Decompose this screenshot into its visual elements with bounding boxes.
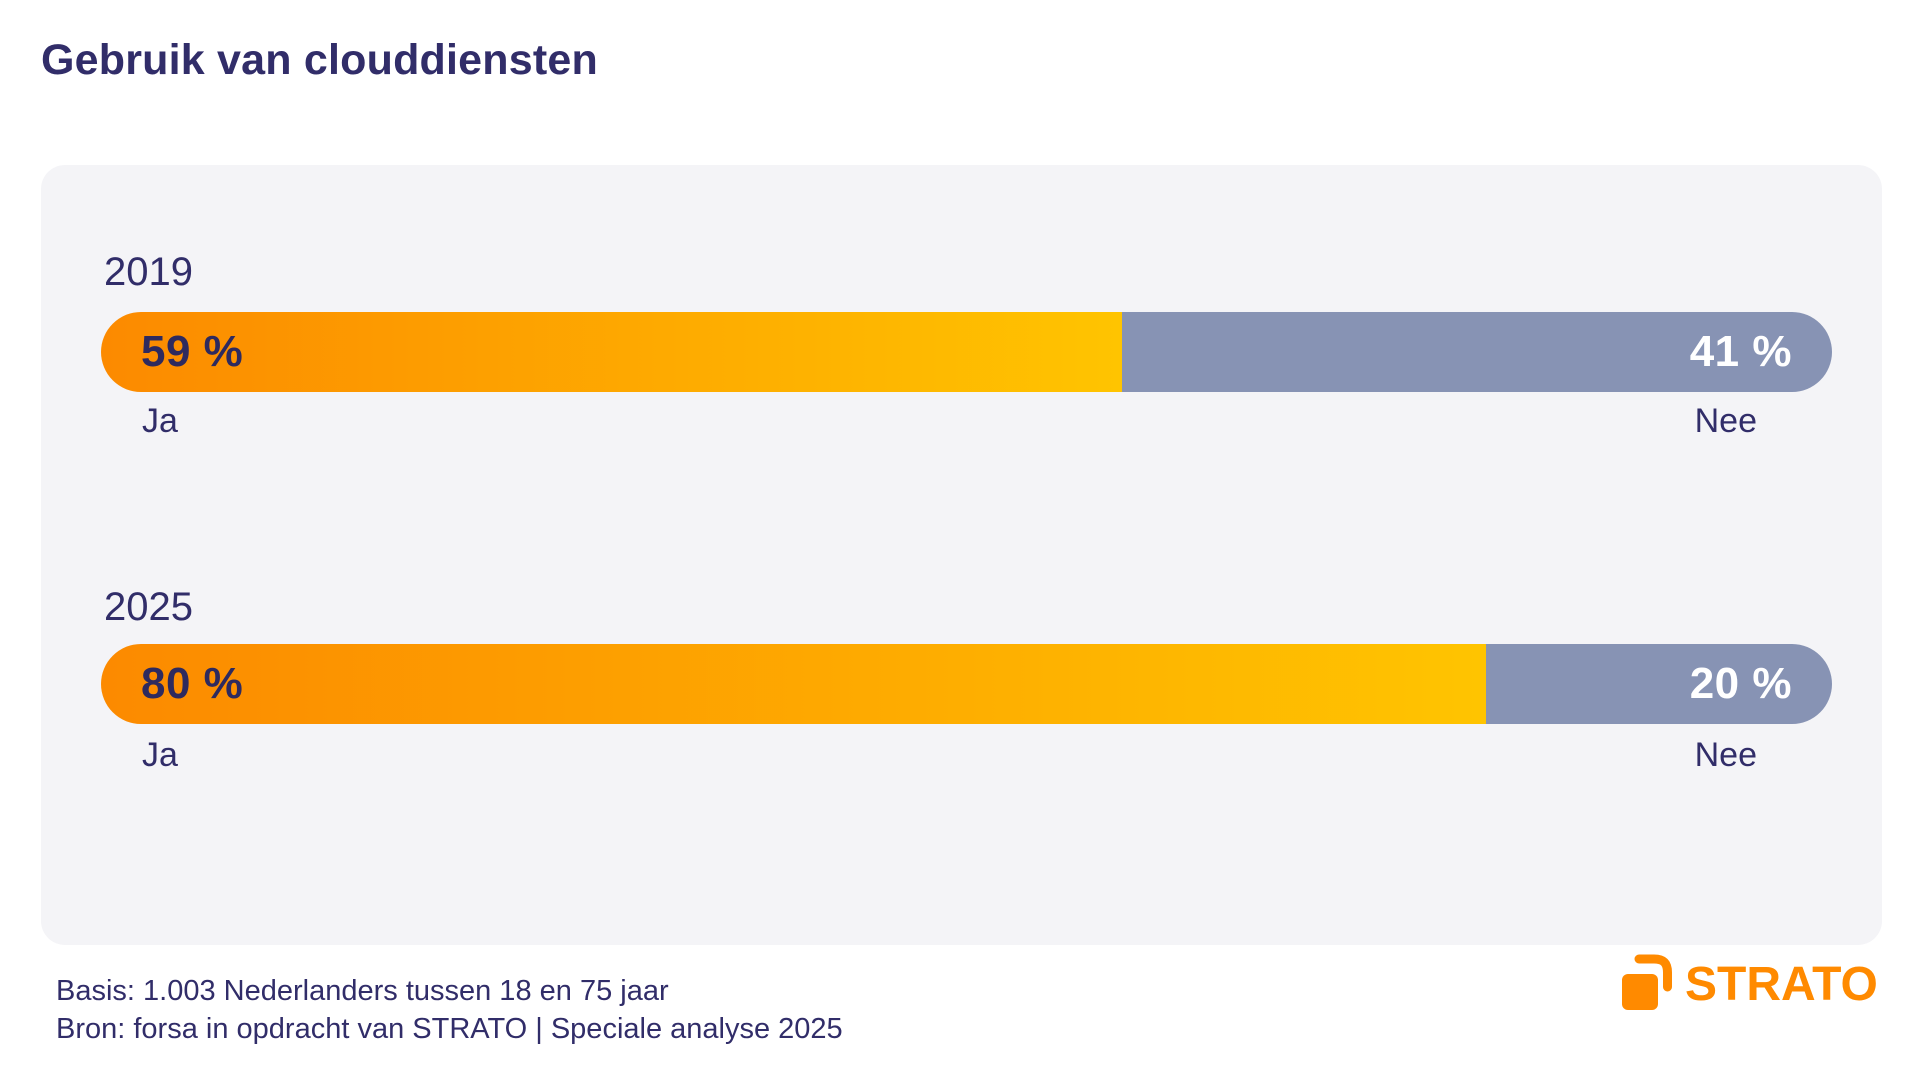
source-note: Basis: 1.003 Nederlanders tussen 18 en 7…	[56, 972, 843, 1048]
strato-wordmark: STRATO	[1685, 958, 1878, 1011]
bar-segment-nee-2025: 20 %	[1485, 644, 1832, 724]
nee-label-2025: Nee	[1694, 736, 1757, 774]
ja-label-2019: Ja	[142, 402, 178, 440]
strato-logo: STRATO	[1622, 952, 1878, 1010]
value-label-nee-2019: 41 %	[1689, 327, 1792, 376]
answer-labels-2025: Ja Nee	[41, 736, 1882, 780]
bar-segment-ja-2025: 80 %	[101, 644, 1486, 724]
nee-label-2019: Nee	[1694, 402, 1757, 440]
value-label-nee-2025: 20 %	[1689, 659, 1792, 708]
bar-segment-nee-2019: 41 %	[1122, 312, 1832, 392]
category-label-2019: 2019	[104, 250, 193, 294]
value-label-ja-2025: 80 %	[141, 659, 244, 708]
basis-line: Basis: 1.003 Nederlanders tussen 18 en 7…	[56, 975, 669, 1007]
category-label-2025: 2025	[104, 585, 193, 629]
stacked-bar-2025: 80 % 20 %	[101, 644, 1832, 724]
chart-panel: 2019 59 % 41 % Ja Nee 2025 80 % 20 % Ja …	[41, 165, 1882, 945]
strato-box-bracket-icon	[1622, 954, 1672, 1010]
ja-label-2025: Ja	[142, 736, 178, 774]
answer-labels-2019: Ja Nee	[41, 402, 1882, 446]
bar-segment-ja-2019: 59 %	[101, 312, 1123, 392]
bron-line: Bron: forsa in opdracht van STRATO | Spe…	[56, 1013, 843, 1045]
stacked-bar-2019: 59 % 41 %	[101, 312, 1832, 392]
page-title: Gebruik van clouddiensten	[41, 36, 598, 84]
value-label-ja-2019: 59 %	[141, 327, 244, 376]
